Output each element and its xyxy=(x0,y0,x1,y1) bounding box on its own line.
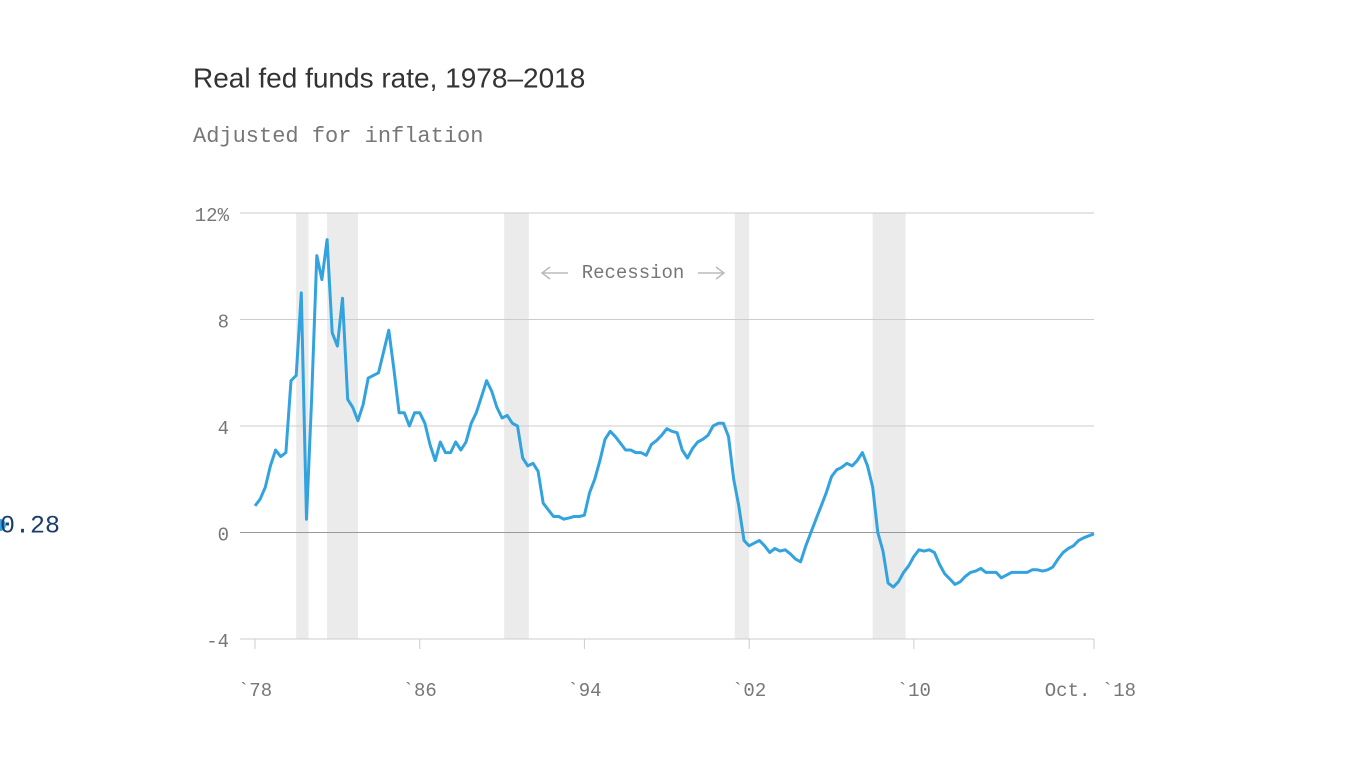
data-line xyxy=(253,238,1095,589)
x-tick-label: `94 xyxy=(567,680,601,702)
y-tick-label: 4 xyxy=(218,418,229,440)
x-tick-label: `86 xyxy=(403,680,437,702)
end-dot xyxy=(0,519,6,532)
end-label: 0.28 xyxy=(0,512,60,541)
x-tick-label: Oct. `18 xyxy=(1045,680,1136,702)
x-tick-label: `10 xyxy=(897,680,931,702)
x-tick-label: `78 xyxy=(238,680,272,702)
annotation-arrow xyxy=(698,266,726,280)
x-tick-label: `02 xyxy=(732,680,766,702)
y-tick-label: 12% xyxy=(195,205,230,227)
y-tick-label: -4 xyxy=(206,631,229,653)
annotation: Recession xyxy=(582,262,685,284)
chart-subtitle: Adjusted for inflation xyxy=(193,124,483,149)
chart-title: Real fed funds rate, 1978–2018 xyxy=(193,62,585,93)
annotation-arrow xyxy=(540,266,568,280)
y-tick-label: 8 xyxy=(218,312,229,334)
y-tick-label: 0 xyxy=(218,525,229,547)
